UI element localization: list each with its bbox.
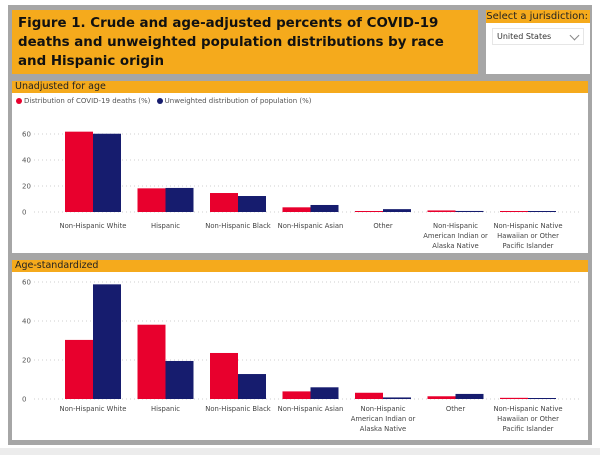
- x-category-label: Other: [373, 222, 393, 230]
- bar-deaths[interactable]: [282, 391, 311, 399]
- bar-deaths[interactable]: [65, 131, 93, 212]
- bar-population[interactable]: [93, 284, 121, 399]
- y-tick-label: 40: [22, 318, 31, 326]
- x-category-label: Non-Hispanic American Indian or Alaska Nat…: [423, 222, 488, 250]
- jurisdiction-selected-value: United States: [497, 32, 552, 41]
- jurisdiction-slicer: Select a jurisdiction: United States: [486, 10, 590, 74]
- x-category-label: Non-Hispanic Asian: [278, 222, 344, 230]
- bar-population[interactable]: [528, 211, 556, 212]
- y-tick-label: 20: [22, 183, 31, 191]
- bar-deaths[interactable]: [427, 396, 456, 399]
- bar-population[interactable]: [310, 204, 339, 212]
- y-tick-label: 60: [22, 279, 31, 287]
- legend-item-deaths[interactable]: Distribution of COVID-19 deaths (%): [16, 97, 153, 105]
- x-category-label: Hispanic: [151, 222, 180, 230]
- x-category-label: Other: [446, 405, 466, 413]
- bar-deaths[interactable]: [137, 324, 166, 399]
- y-tick-label: 40: [22, 157, 31, 165]
- bar-deaths[interactable]: [210, 193, 238, 212]
- bar-deaths[interactable]: [500, 397, 528, 399]
- legend-dot-deaths-icon: [16, 98, 22, 104]
- x-category-label: Non-Hispanic American Indian or Alaska Nat…: [351, 405, 416, 433]
- bar-deaths[interactable]: [282, 207, 311, 212]
- bar-population[interactable]: [238, 374, 266, 399]
- y-tick-label: 60: [22, 131, 31, 139]
- bar-population[interactable]: [455, 393, 484, 399]
- x-category-label: Non-Hispanic Black: [205, 405, 271, 413]
- bar-chart-age-standardized: 0 20 40 60 Non-Hispanic White Hispanic Non-His…: [22, 279, 582, 433]
- bottom-strip: [0, 448, 600, 455]
- chart-title-unadjusted: Unadjusted for age: [12, 81, 588, 93]
- bar-population[interactable]: [383, 209, 411, 212]
- bar-deaths[interactable]: [137, 188, 166, 212]
- jurisdiction-label: Select a jurisdiction:: [486, 10, 590, 23]
- legend-label-population: Unweighted distribution of population (%…: [164, 97, 312, 105]
- bar-population[interactable]: [238, 196, 266, 212]
- y-tick-label: 20: [22, 357, 31, 365]
- x-category-label: Non-Hispanic Native Hawaiian or Other Paci…: [493, 405, 562, 433]
- chart-title-age-standardized: Age-standardized: [12, 260, 588, 272]
- bar-population[interactable]: [528, 398, 556, 399]
- y-tick-label: 0: [22, 396, 26, 404]
- bar-population[interactable]: [165, 187, 194, 212]
- bar-deaths[interactable]: [210, 352, 238, 399]
- page-title: Figure 1. Crude and age-adjusted percent…: [18, 16, 444, 69]
- legend-dot-population-icon: [156, 98, 163, 104]
- x-category-label: Non-Hispanic White: [60, 405, 127, 413]
- bar-deaths[interactable]: [65, 339, 93, 399]
- legend-label-deaths: Distribution of COVID-19 deaths (%): [24, 97, 151, 105]
- y-tick-label: 0: [22, 209, 26, 217]
- x-category-label: Non-Hispanic White: [60, 222, 127, 230]
- chevron-down-icon: [569, 30, 580, 41]
- legend-item-population[interactable]: Unweighted distribution of population (%…: [156, 97, 312, 105]
- x-category-label: Non-Hispanic Native Hawaiian or Other Paci…: [493, 222, 562, 250]
- chart-legend: Distribution of COVID-19 deaths (%) Unwe…: [16, 97, 315, 105]
- bar-population[interactable]: [383, 397, 411, 399]
- bar-deaths[interactable]: [427, 210, 456, 212]
- jurisdiction-dropdown[interactable]: United States: [492, 28, 584, 45]
- bar-population[interactable]: [93, 133, 121, 212]
- bar-deaths[interactable]: [355, 392, 383, 399]
- x-category-label: Non-Hispanic Black: [205, 222, 271, 230]
- bar-deaths[interactable]: [355, 211, 383, 212]
- x-category-label: Non-Hispanic Asian: [278, 405, 344, 413]
- x-category-label: Hispanic: [151, 405, 180, 413]
- bar-population[interactable]: [455, 210, 484, 212]
- bar-population[interactable]: [165, 360, 194, 399]
- bar-chart-unadjusted: 0 20 40 60 Non-Hispanic White Hispanic Non-His…: [22, 131, 582, 250]
- chart-panel-age-standardized: Age-standardized 0 20 40 60 Non-Hispanic Whi…: [12, 260, 588, 440]
- bar-population[interactable]: [310, 387, 339, 399]
- title-banner: Figure 1. Crude and age-adjusted percent…: [12, 10, 478, 74]
- chart-panel-unadjusted: Unadjusted for age Distribution of COVID…: [12, 81, 588, 253]
- bar-deaths[interactable]: [500, 211, 528, 212]
